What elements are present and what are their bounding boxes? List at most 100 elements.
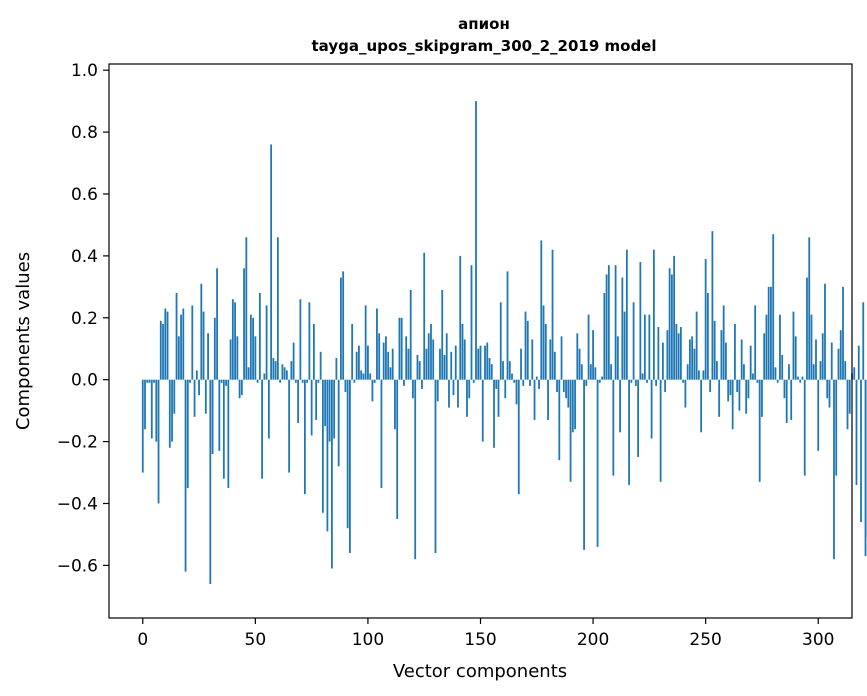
bar-99 xyxy=(364,305,367,380)
bar-133 xyxy=(441,289,444,380)
bar-311 xyxy=(842,286,844,380)
bar-182 xyxy=(551,249,554,380)
bar-90 xyxy=(344,379,347,393)
bar-301 xyxy=(819,361,822,380)
bar-302 xyxy=(821,333,824,380)
bar-74 xyxy=(308,302,311,380)
bar-270 xyxy=(749,345,752,380)
bar-212 xyxy=(619,379,621,433)
bar-316 xyxy=(853,367,856,380)
bar-303 xyxy=(824,283,826,380)
bar-98 xyxy=(362,373,365,380)
bar-180 xyxy=(547,379,549,420)
bar-80 xyxy=(321,379,324,513)
bar-279 xyxy=(770,286,772,380)
bar-59 xyxy=(274,361,277,380)
bar-55 xyxy=(265,305,268,380)
bar-60 xyxy=(276,237,279,380)
bar-27 xyxy=(202,311,205,380)
x-tick-label: 200 xyxy=(577,630,609,650)
bar-124 xyxy=(421,379,423,389)
y-tick-label: 0.8 xyxy=(71,123,98,143)
bar-158 xyxy=(497,379,500,417)
bar-256 xyxy=(718,379,721,417)
bar-261 xyxy=(729,379,732,396)
x-tick-label: 300 xyxy=(802,630,834,650)
bar-238 xyxy=(677,333,680,380)
bar-54 xyxy=(263,373,266,380)
bar-188 xyxy=(565,379,567,399)
bar-85 xyxy=(333,379,336,439)
bar-131 xyxy=(436,379,439,402)
bar-50 xyxy=(254,336,257,380)
y-tick-label: −0.4 xyxy=(57,494,98,514)
bar-144 xyxy=(466,379,468,417)
bar-110 xyxy=(389,367,392,380)
bar-17 xyxy=(180,314,182,380)
bar-3 xyxy=(148,379,151,383)
bar-257 xyxy=(720,330,723,380)
bar-263 xyxy=(734,323,736,380)
bar-224 xyxy=(646,379,649,383)
bar-65 xyxy=(288,379,291,473)
bar-105 xyxy=(378,333,381,380)
bar-314 xyxy=(848,379,851,414)
bar-184 xyxy=(556,379,558,393)
bar-78 xyxy=(317,379,320,383)
bar-91 xyxy=(346,379,349,529)
bar-112 xyxy=(394,379,396,430)
bar-307 xyxy=(833,379,835,560)
x-axis-label: Vector components xyxy=(393,661,567,682)
bar-149 xyxy=(477,348,480,380)
bar-156 xyxy=(493,379,495,448)
bar-162 xyxy=(506,271,509,380)
bar-241 xyxy=(684,379,687,408)
bar-169 xyxy=(522,379,525,386)
bar-310 xyxy=(839,330,842,380)
bar-16 xyxy=(177,336,180,380)
bar-269 xyxy=(747,379,750,399)
bar-34 xyxy=(218,379,221,451)
bar-35 xyxy=(220,379,223,383)
chart-subtitle: tayga_upos_skipgram_300_2_2019 model xyxy=(312,37,657,55)
bar-139 xyxy=(454,345,457,380)
bar-211 xyxy=(616,336,619,380)
bar-150 xyxy=(479,345,482,380)
bar-185 xyxy=(558,379,561,461)
bars-group xyxy=(141,101,867,584)
bar-191 xyxy=(571,379,574,433)
bar-152 xyxy=(484,345,486,380)
bar-319 xyxy=(860,379,862,523)
bar-286 xyxy=(785,379,788,424)
bar-194 xyxy=(578,348,581,380)
bar-136 xyxy=(448,379,450,408)
bar-177 xyxy=(540,240,543,380)
bar-271 xyxy=(752,373,754,380)
y-tick-label: −0.2 xyxy=(57,433,98,453)
bar-97 xyxy=(360,370,363,380)
bar-134 xyxy=(443,354,446,380)
bar-89 xyxy=(342,271,345,380)
bar-114 xyxy=(398,317,401,380)
bar-93 xyxy=(351,323,354,380)
bar-175 xyxy=(535,376,538,380)
bar-232 xyxy=(664,379,667,393)
bar-31 xyxy=(211,379,214,454)
bar-245 xyxy=(693,348,696,380)
bar-64 xyxy=(285,370,288,380)
bar-10 xyxy=(164,308,167,380)
y-tick-label: −0.6 xyxy=(57,556,98,576)
bar-145 xyxy=(468,379,471,399)
bar-198 xyxy=(587,314,590,380)
bar-296 xyxy=(808,237,811,380)
bar-229 xyxy=(657,327,660,380)
bar-48 xyxy=(249,314,252,380)
bar-102 xyxy=(371,379,374,402)
bar-166 xyxy=(515,379,518,405)
bar-267 xyxy=(743,364,745,380)
bar-49 xyxy=(252,317,254,380)
bar-228 xyxy=(655,379,658,386)
bar-137 xyxy=(450,351,453,380)
bar-200 xyxy=(592,330,594,380)
bar-95 xyxy=(355,351,358,380)
